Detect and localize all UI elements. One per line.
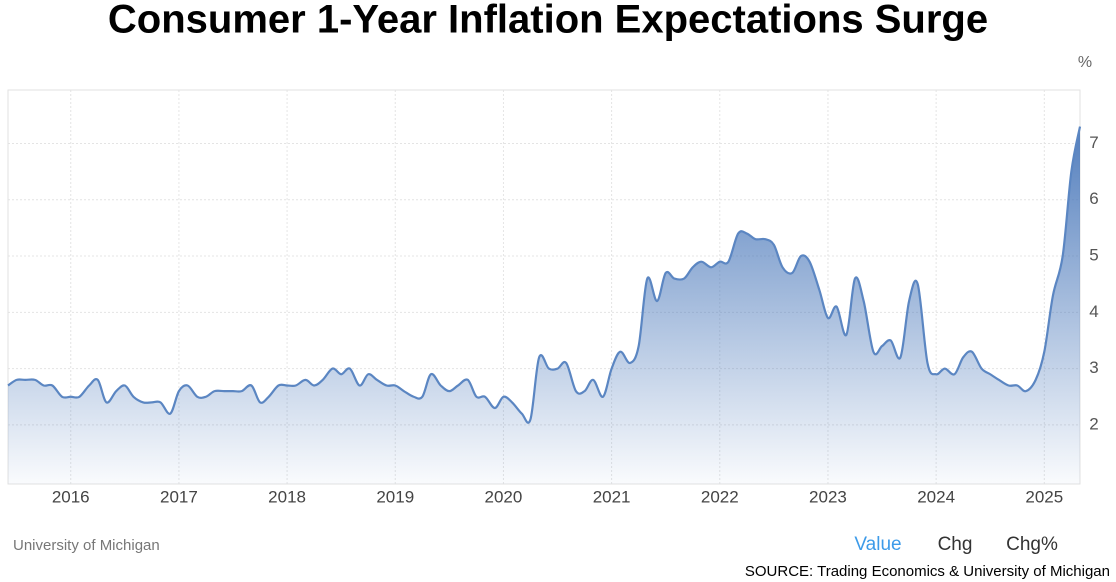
line <box>7 126 1082 424</box>
y-tick-label: 5 <box>1089 246 1098 265</box>
source-name: University of Michigan <box>13 537 160 554</box>
chart-title: Consumer 1-Year Inflation Expectations S… <box>108 0 988 42</box>
x-tick-label: 2018 <box>268 487 306 506</box>
x-tick-label: 2016 <box>52 487 90 506</box>
x-tick-label: 2020 <box>485 487 523 506</box>
x-tick-label: 2017 <box>160 487 198 506</box>
x-tick-label: 2024 <box>917 487 955 506</box>
unit-label: % <box>1078 54 1092 71</box>
chg-pct-button[interactable]: Chg% <box>1006 534 1058 555</box>
y-tick-label: 6 <box>1089 189 1098 208</box>
x-tick-label: 2022 <box>701 487 739 506</box>
y-tick-label: 2 <box>1089 414 1098 433</box>
x-tick-label: 2023 <box>809 487 847 506</box>
y-tick-label: 3 <box>1089 358 1098 377</box>
source-note: SOURCE: Trading Economics & University o… <box>745 563 1110 580</box>
x-tick-label: 2025 <box>1025 487 1063 506</box>
x-tick-label: 2019 <box>376 487 414 506</box>
value-button[interactable]: Value <box>854 534 901 555</box>
chg-button[interactable]: Chg <box>938 534 973 555</box>
x-tick-label: 2021 <box>593 487 631 506</box>
area-fill <box>8 126 1080 484</box>
y-tick-label: 4 <box>1089 302 1098 321</box>
y-tick-label: 7 <box>1089 133 1098 152</box>
